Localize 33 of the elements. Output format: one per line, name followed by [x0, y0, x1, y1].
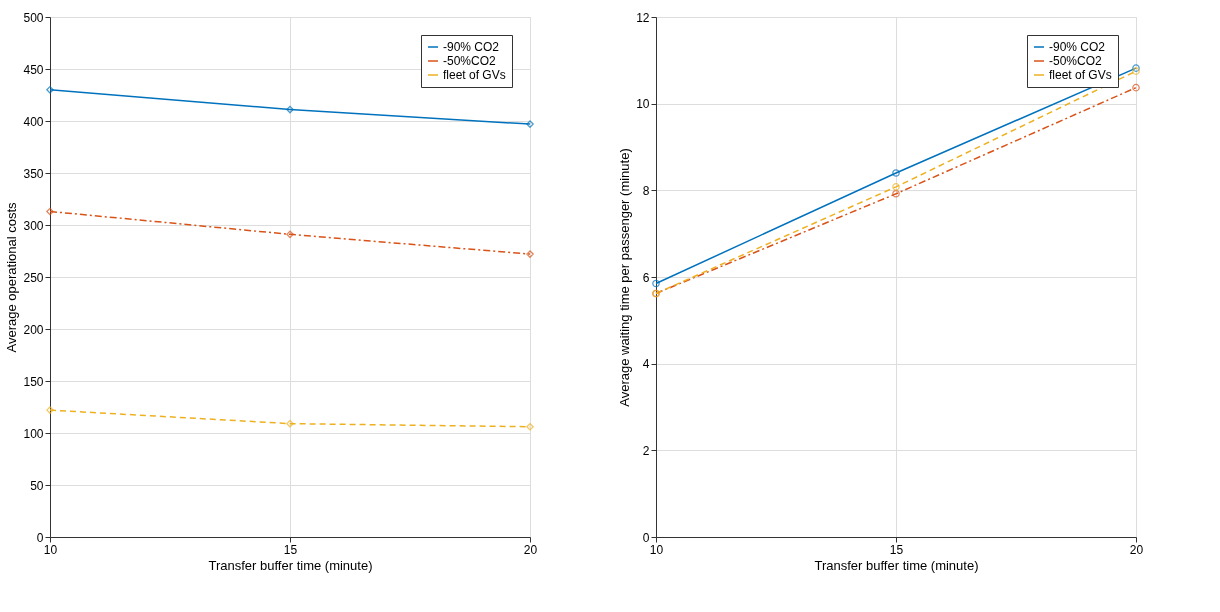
- x-tick-label: 15: [283, 542, 298, 557]
- y-tick-label: 50: [30, 478, 44, 493]
- y-tick-label: 100: [23, 426, 44, 441]
- legend-label: -50%CO2: [1049, 54, 1103, 68]
- x-axis-title: Transfer buffer time (minute): [208, 557, 373, 573]
- y-tick-label: 200: [23, 322, 44, 337]
- y-tick-label: 0: [642, 530, 650, 545]
- legend-label: fleet of GVs: [1049, 68, 1112, 82]
- y-tick-label: 300: [23, 218, 44, 233]
- legend-label: -50%CO2: [443, 54, 497, 68]
- y-tick-label: 250: [23, 270, 44, 285]
- y-tick-label: 12: [636, 10, 650, 25]
- y-tick-label: 0: [36, 530, 44, 545]
- y-tick-label: 500: [23, 10, 44, 25]
- x-tick-label: 15: [889, 542, 904, 557]
- x-tick-label: 10: [43, 542, 58, 557]
- x-tick-label: 20: [1129, 542, 1144, 557]
- y-tick-label: 350: [23, 166, 44, 181]
- y-tick-label: 150: [23, 374, 44, 389]
- y-tick-label: 400: [23, 114, 44, 129]
- y-tick-label: 8: [642, 183, 650, 198]
- legend-label: -90% CO2: [1049, 40, 1106, 54]
- y-tick-label: 6: [642, 270, 650, 285]
- legend-label: -90% CO2: [443, 40, 500, 54]
- y-tick-label: 10: [636, 97, 650, 112]
- y-tick-label: 4: [642, 357, 650, 372]
- legend-label: fleet of GVs: [443, 68, 506, 82]
- y-tick-label: 450: [23, 62, 44, 77]
- y-axis-title: Average waiting time per passenger (minute): [617, 148, 633, 407]
- x-axis-title: Transfer buffer time (minute): [814, 557, 979, 573]
- y-axis-title: Average operational costs: [4, 201, 20, 353]
- y-tick-label: 2: [642, 443, 650, 458]
- x-tick-label: 20: [523, 542, 538, 557]
